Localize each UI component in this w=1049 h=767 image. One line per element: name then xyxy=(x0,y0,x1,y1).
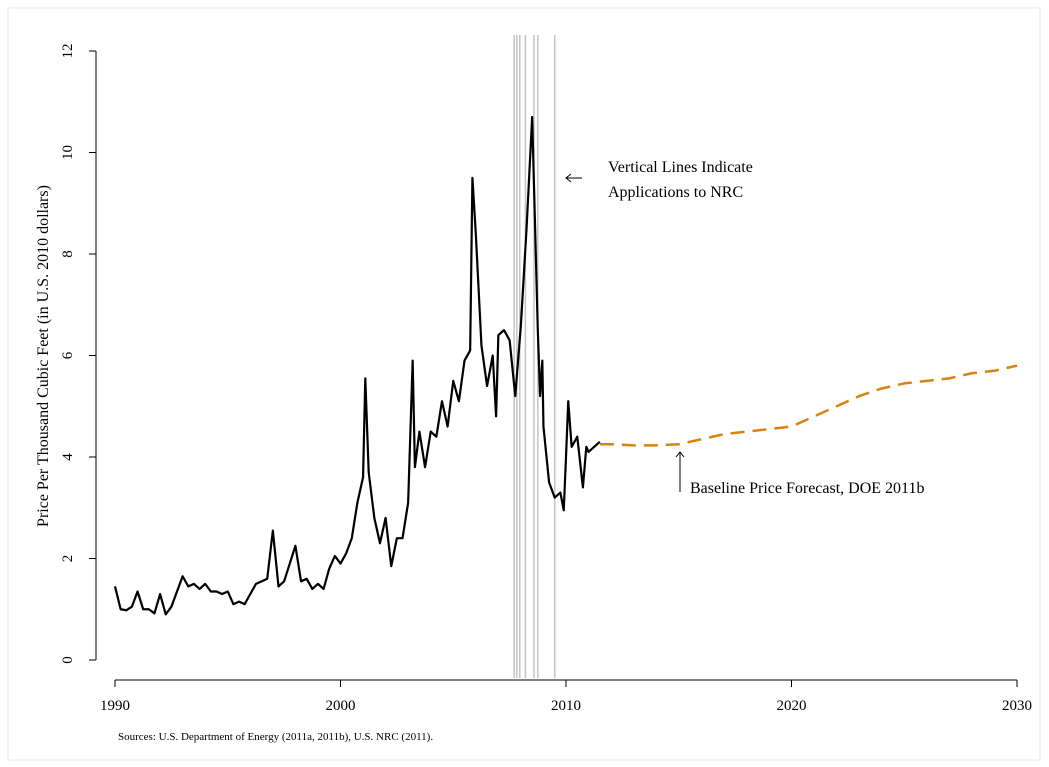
nrc-arrow xyxy=(565,173,582,183)
x-tick-label: 2000 xyxy=(326,698,356,714)
x-tick-label: 1990 xyxy=(100,698,130,714)
y-tick-label: 8 xyxy=(60,250,76,258)
y-tick-label: 12 xyxy=(60,44,76,59)
y-tick-label: 4 xyxy=(60,453,76,461)
source-note: Sources: U.S. Department of Energy (2011… xyxy=(118,731,433,743)
forecast-arrow xyxy=(675,451,685,492)
y-tick-label: 0 xyxy=(60,656,76,664)
y-tick-label: 2 xyxy=(60,555,76,563)
x-tick-label: 2030 xyxy=(1002,698,1032,714)
x-tick-label: 2020 xyxy=(777,698,807,714)
y-tick-label: 6 xyxy=(60,351,76,359)
y-tick-label: 10 xyxy=(60,145,76,160)
annotation-line: Vertical Lines Indicate xyxy=(608,159,753,176)
annotation-line: Applications to NRC xyxy=(608,184,743,201)
frame xyxy=(7,7,1041,761)
forecast-line xyxy=(599,364,1018,447)
annotation: Baseline Price Forecast, DOE 2011b xyxy=(690,480,924,497)
x-tick-label: 2010 xyxy=(551,698,581,714)
price-line xyxy=(113,115,601,616)
y-axis-label: Price Per Thousand Cubic Feet (in U.S. 2… xyxy=(35,185,52,527)
